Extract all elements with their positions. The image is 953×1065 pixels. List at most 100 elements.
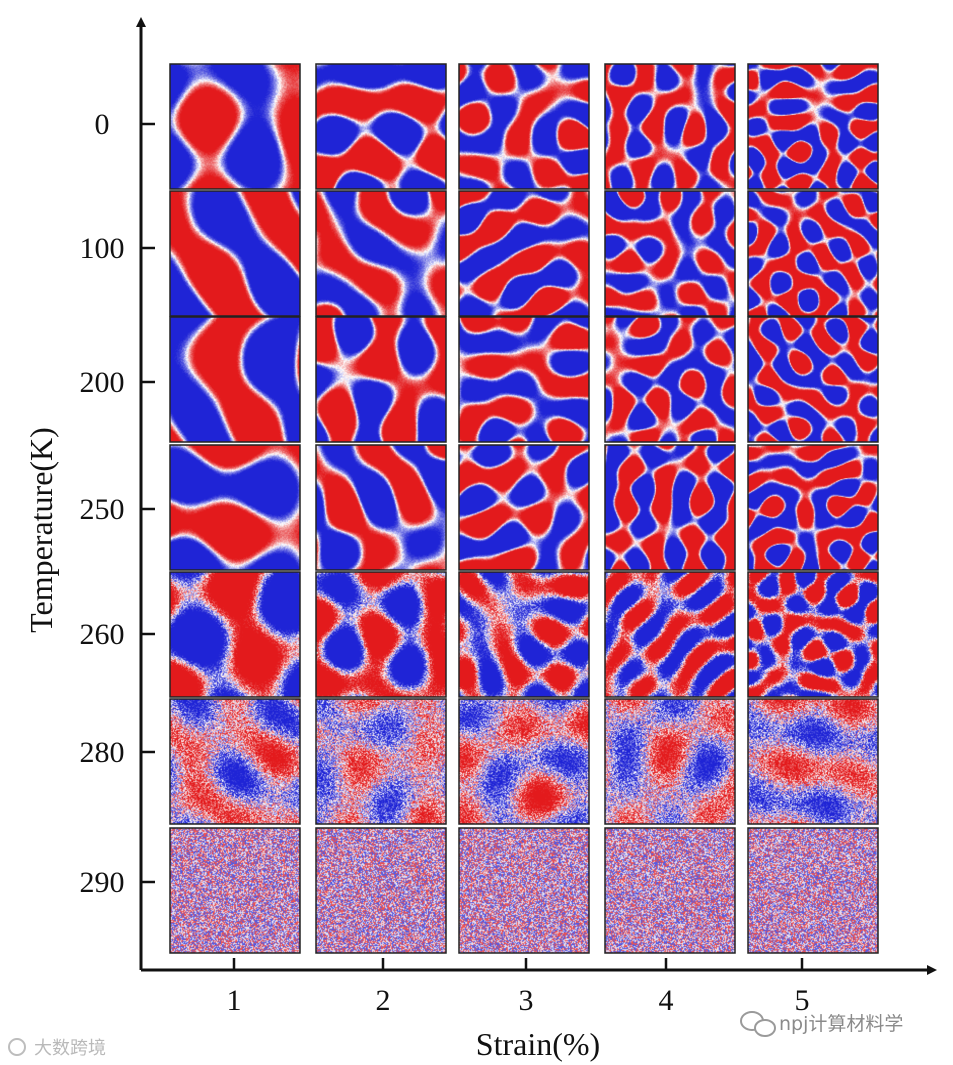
domain-panel xyxy=(315,316,447,443)
domain-panel-border xyxy=(169,444,301,571)
domain-panel xyxy=(169,698,301,825)
domain-panel-border xyxy=(315,316,447,443)
domain-panel-border xyxy=(604,698,736,825)
domain-panel xyxy=(747,63,879,190)
domain-panel xyxy=(315,444,447,571)
domain-panel-image xyxy=(170,699,300,824)
domain-panel-border xyxy=(747,444,879,571)
domain-panel xyxy=(747,190,879,317)
domain-panel-image xyxy=(459,191,589,316)
domain-panel-border xyxy=(169,698,301,825)
y-tick-label: 100 xyxy=(80,232,125,265)
domain-panel xyxy=(458,190,590,317)
domain-panel xyxy=(747,698,879,825)
domain-panel xyxy=(458,63,590,190)
domain-panel xyxy=(458,571,590,698)
x-tick-label: 4 xyxy=(659,984,674,1017)
domain-panel-border xyxy=(315,63,447,190)
y-tick-label: 280 xyxy=(80,736,125,769)
domain-panel-border xyxy=(315,698,447,825)
x-tick-label: 5 xyxy=(795,984,810,1017)
domain-panel-border xyxy=(604,316,736,443)
x-tick-label: 2 xyxy=(376,984,391,1017)
domain-panel-image xyxy=(459,828,589,953)
domain-panel-border xyxy=(169,63,301,190)
domain-panel xyxy=(604,444,736,571)
domain-panel xyxy=(315,63,447,190)
domain-panel-image xyxy=(316,64,446,189)
watermark-right-text: npj计算材料学 xyxy=(779,1013,903,1035)
domain-panel-border xyxy=(458,190,590,317)
domain-panel-image xyxy=(748,64,878,189)
domain-panel-image xyxy=(605,699,735,824)
domain-panel-image xyxy=(170,828,300,953)
domain-panel xyxy=(747,444,879,571)
domain-panel-image xyxy=(605,828,735,953)
domain-panel-border xyxy=(604,444,736,571)
domain-panel xyxy=(604,63,736,190)
domain-panel-image xyxy=(605,572,735,697)
domain-panel-border xyxy=(458,698,590,825)
domain-panel-image xyxy=(605,317,735,442)
domain-panel-image xyxy=(748,699,878,824)
domain-panel xyxy=(747,316,879,443)
domain-panel-image xyxy=(316,828,446,953)
y-tick-label: 200 xyxy=(80,366,125,399)
domain-panel-image xyxy=(459,445,589,570)
domain-panel-border xyxy=(747,827,879,954)
domain-panel xyxy=(458,316,590,443)
domain-panel xyxy=(315,571,447,698)
domain-panel-image xyxy=(459,317,589,442)
y-tick-label: 290 xyxy=(80,866,125,899)
domain-panel-border xyxy=(458,316,590,443)
domain-panel xyxy=(458,698,590,825)
watermark-left-text: 大数跨境 xyxy=(34,1038,106,1059)
domain-panel-border xyxy=(458,63,590,190)
domain-panel-image xyxy=(459,699,589,824)
domain-panel-border xyxy=(315,827,447,954)
domain-panel-image xyxy=(605,445,735,570)
domain-panel-image xyxy=(605,64,735,189)
y-axis-label: Temperature(K) xyxy=(23,427,59,633)
domain-panel-border xyxy=(169,571,301,698)
watermark-left: 大数跨境 xyxy=(8,1038,106,1059)
domain-panel-image xyxy=(316,445,446,570)
domain-panel-image xyxy=(170,445,300,570)
domain-panel-border xyxy=(169,316,301,443)
domain-panel xyxy=(604,190,736,317)
domain-panel-image xyxy=(748,191,878,316)
domain-panel xyxy=(604,827,736,954)
domain-panel-image xyxy=(316,572,446,697)
domain-panel xyxy=(169,63,301,190)
y-tick-label: 0 xyxy=(95,108,110,141)
domain-panel-border xyxy=(169,827,301,954)
domain-panel xyxy=(604,571,736,698)
domain-panel-image xyxy=(170,572,300,697)
domain-panel xyxy=(169,190,301,317)
domain-panel-image xyxy=(748,317,878,442)
domain-panel-border xyxy=(458,444,590,571)
domain-panel-border xyxy=(458,827,590,954)
domain-panel-border xyxy=(604,190,736,317)
y-tick-group: 0 100 200 250 260 280 290 xyxy=(80,108,155,899)
domain-panel-image xyxy=(605,191,735,316)
domain-panel xyxy=(315,827,447,954)
domain-panel xyxy=(315,190,447,317)
domain-panel xyxy=(169,444,301,571)
domain-panel-border xyxy=(169,190,301,317)
domain-panel xyxy=(458,827,590,954)
domain-panel-image xyxy=(459,572,589,697)
domain-panel xyxy=(604,316,736,443)
domain-panel-image xyxy=(748,828,878,953)
panel-grid xyxy=(169,63,879,954)
x-tick-group: 1 2 3 4 5 xyxy=(227,958,810,1017)
domain-panel xyxy=(604,698,736,825)
domain-panel-border xyxy=(747,698,879,825)
domain-panel-image xyxy=(459,64,589,189)
x-tick-label: 3 xyxy=(519,984,534,1017)
x-axis-label: Strain(%) xyxy=(476,1026,600,1062)
domain-panel-image xyxy=(748,445,878,570)
domain-panel xyxy=(169,316,301,443)
domain-panel-image xyxy=(170,317,300,442)
